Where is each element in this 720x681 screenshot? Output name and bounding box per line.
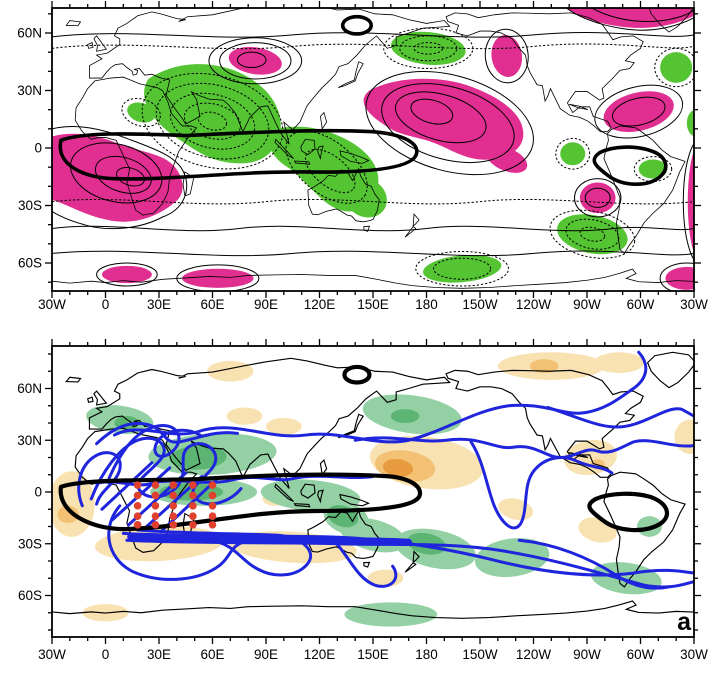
y-tick-label: 60N [17,25,42,40]
x-tick-label: 30W [680,647,708,662]
x-tick-label: 120E [304,647,336,662]
red-dot [151,491,160,500]
x-tick-label: 60W [627,647,655,662]
x-tick-label: 30W [38,647,66,662]
x-tick-label: 180 [415,297,438,312]
x-tick-label: 60E [200,297,224,312]
y-tick-label: 0 [34,141,42,156]
x-tick-label: 90E [254,647,278,662]
red-dot [151,520,160,529]
red-dot-grid [133,481,217,529]
y-tick-label: 30S [18,198,42,213]
x-tick-label: 90E [254,297,278,312]
red-dot [169,520,178,529]
y-tick-label: 60S [18,256,42,271]
top-panel: 30W 0 30E 60E 90E 120E 150E 180 150W 120W 90W 60W 30… [17,1,719,312]
x-tick-label: 30E [147,297,171,312]
red-dot [169,481,178,489]
top-panel-thick-contours [60,17,665,184]
top-panel-contours [52,2,719,293]
red-dot [133,481,142,489]
red-dot [169,502,178,510]
x-tick-label: 120E [304,297,336,312]
x-tick-label: 0 [102,297,110,312]
x-tick-label: 60W [627,297,655,312]
y-tick-label: 30N [17,433,42,448]
red-dot [133,491,142,500]
x-tick-label: 150W [462,297,498,312]
top-panel-shading [52,8,694,290]
y-tick-label: 0 [34,485,42,500]
top-panel-axes: 30W 0 30E 60E 90E 120E 150E 180 150W 120W 90W 60W 30… [17,1,708,312]
red-dot [151,481,160,489]
x-tick-label: 150W [462,647,498,662]
x-tick-label: 30W [680,297,708,312]
x-tick-label: 120W [516,297,552,312]
red-dot [133,502,142,510]
panel-label: a [677,608,692,636]
red-dot [208,512,217,520]
bottom-panel: a 30W 0 30E 60E 90E 120E 150E 180 150W 120W 90W 60W… [17,339,708,662]
y-tick-label: 60N [17,381,42,396]
y-tick-label: 30S [18,536,42,551]
red-dot [208,502,217,510]
red-dot [208,520,217,529]
red-dot [189,512,197,520]
x-tick-label: 90W [573,297,601,312]
bottom-panel-thick-contours [61,367,667,530]
red-dot [208,481,217,489]
x-tick-label: 150E [357,647,389,662]
y-tick-label: 30N [17,83,42,98]
red-dot [208,491,217,500]
x-tick-label: 30E [147,647,171,662]
bottom-panel-axes: 30W 0 30E 60E 90E 120E 150E 180 150W 120W 90W 60W 30… [17,339,708,662]
x-tick-label: 30W [38,297,66,312]
red-dot [151,502,160,510]
y-tick-label: 60S [18,588,42,603]
red-dot [189,502,197,510]
red-dot [189,481,197,489]
red-dot [189,491,197,500]
red-dot [189,520,197,529]
red-dot [133,520,142,529]
red-dot [151,512,160,520]
x-tick-label: 180 [415,647,438,662]
red-dot [133,512,142,520]
x-tick-label: 150E [357,297,389,312]
x-tick-label: 120W [516,647,552,662]
x-tick-label: 60E [200,647,224,662]
x-tick-label: 0 [102,647,110,662]
x-tick-label: 90W [573,647,601,662]
red-dot [169,491,178,500]
red-dot [169,512,178,520]
bottom-panel-frame [51,345,695,638]
